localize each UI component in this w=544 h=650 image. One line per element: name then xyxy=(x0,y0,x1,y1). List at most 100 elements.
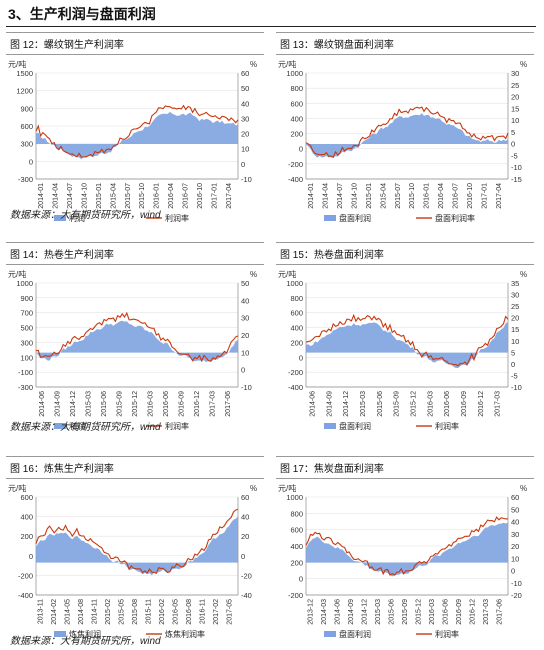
x-tick-label: 2014-05 xyxy=(65,599,72,625)
right-tick-label: 30 xyxy=(511,291,519,300)
legend-label-rate: 利润率 xyxy=(435,421,459,431)
x-tick-label: 2017-06 xyxy=(496,599,503,625)
right-tick-label: 10 xyxy=(511,116,519,125)
profit-rate-line xyxy=(305,313,509,367)
x-tick-label: 2014-08 xyxy=(78,599,85,625)
right-tick-label: 40 xyxy=(241,296,249,305)
x-tick-label: 2016-12 xyxy=(478,391,485,417)
x-tick-label: 2014-04 xyxy=(323,183,330,209)
left-tick-label: 600 xyxy=(20,493,33,502)
profit-area xyxy=(306,113,508,158)
right-tick-label: -40 xyxy=(241,591,252,600)
x-tick-label: 2016-03 xyxy=(148,391,155,417)
left-tick-label: 400 xyxy=(290,542,303,551)
x-tick-label: 2015-07 xyxy=(395,183,402,209)
right-tick-label: -15 xyxy=(511,175,522,184)
left-tick-label: 300 xyxy=(20,140,33,149)
right-tick-label: 60 xyxy=(241,69,249,78)
left-tick-label: -200 xyxy=(288,591,303,600)
left-tick-label: 0 xyxy=(29,552,33,561)
left-tick-label: 0 xyxy=(29,157,33,166)
x-tick-label: 2015-06 xyxy=(389,599,396,625)
left-tick-label: 800 xyxy=(290,294,303,303)
chart-panel-12: 图 12：螺纹钢生产利润率 元/吨% 1500 1200 900 600 300 0 -300… xyxy=(6,32,264,227)
x-tick-label: 2017-05 xyxy=(226,599,233,625)
x-tick-label: 2016-01 xyxy=(154,183,161,209)
left-tick-label: 200 xyxy=(290,338,303,347)
right-axis-unit: % xyxy=(520,484,527,493)
source-note: 数据来源：大有期货研究所，wind xyxy=(10,210,161,221)
x-tick-label: 2016-02 xyxy=(159,599,166,625)
right-tick-label: 40 xyxy=(241,99,249,108)
chart-caption: 图 15：热卷盘面利润率 xyxy=(276,242,534,265)
x-tick-label: 2015-02 xyxy=(105,599,112,625)
right-tick-label: 50 xyxy=(241,84,249,93)
left-tick-label: -200 xyxy=(18,571,33,580)
right-axis-unit: % xyxy=(250,60,257,69)
x-tick-label: 2015-06 xyxy=(377,391,384,417)
x-tick-label: 2015-01 xyxy=(96,183,103,209)
x-tick-label: 2016-11 xyxy=(199,599,206,624)
legend-label-rate: 利润率 xyxy=(165,421,189,431)
left-tick-label: 600 xyxy=(290,309,303,318)
x-tick-label: 2015-07 xyxy=(125,183,132,209)
x-tick-label: 2015-09 xyxy=(402,599,409,625)
x-tick-label: 2013-11 xyxy=(38,599,45,624)
right-tick-label: 40 xyxy=(241,513,249,522)
left-axis-unit: 元/吨 xyxy=(8,269,26,279)
right-tick-label: 20 xyxy=(511,542,519,551)
right-tick-label: 60 xyxy=(511,493,519,502)
right-tick-label: 20 xyxy=(241,331,249,340)
right-tick-label: 5 xyxy=(511,128,515,137)
chart-15-hot-coil-futures-profit: 元/吨 % 1000 800 600 400 200 0 -200 -400 35 30 25 20 15 1… xyxy=(278,269,527,431)
legend-swatch-profit xyxy=(324,631,336,637)
right-axis-unit: % xyxy=(250,270,257,279)
x-tick-label: 2015-08 xyxy=(132,599,139,625)
right-tick-label: -10 xyxy=(511,383,522,392)
x-tick-label: 2014-10 xyxy=(82,183,89,209)
profit-area xyxy=(36,516,238,576)
chart-17-coke-futures-profit: 元/吨 % 1000 800 600 400 200 0 -200 60 50 40 30 20 10 0 -1… xyxy=(278,483,527,639)
right-tick-label: 25 xyxy=(511,81,519,90)
x-tick-label: 2016-03 xyxy=(427,391,434,417)
right-axis-unit: % xyxy=(250,484,257,493)
right-tick-label: 10 xyxy=(511,554,519,563)
x-tick-label: 2017-04 xyxy=(226,183,233,209)
profit-area xyxy=(306,522,508,577)
chart-panel-17: 图 17：焦炭盘面利润率 元/吨% 1000 800 600 400 200 0 -200 60… xyxy=(276,456,534,643)
left-tick-label: -400 xyxy=(288,383,303,392)
x-tick-label: 2015-04 xyxy=(380,183,387,209)
x-tick-label: 2015-01 xyxy=(366,183,373,209)
right-tick-label: -10 xyxy=(241,383,252,392)
left-tick-label: 600 xyxy=(290,526,303,535)
x-tick-label: 2017-06 xyxy=(225,391,232,417)
chart-16-coking-production-profit: 元/吨 %6004002000-200-4006040200-20-402013-… xyxy=(8,483,257,639)
right-axis-unit: % xyxy=(520,270,527,279)
right-tick-label: 50 xyxy=(241,279,249,288)
x-tick-label: 2015-06 xyxy=(101,391,108,417)
profit-rate-line xyxy=(35,104,239,158)
left-tick-label: 100 xyxy=(20,353,33,362)
left-tick-label: -200 xyxy=(288,368,303,377)
left-axis-unit: 元/吨 xyxy=(8,483,26,493)
left-tick-label: -100 xyxy=(18,368,33,377)
left-tick-label: 400 xyxy=(20,513,33,522)
legend-label-profit: 利润 xyxy=(69,421,85,431)
left-tick-label: 900 xyxy=(20,104,33,113)
x-tick-label: 2016-05 xyxy=(172,599,179,625)
x-tick-label: 2016-09 xyxy=(179,391,186,417)
x-tick-label: 2014-01 xyxy=(308,183,315,209)
right-axis-unit: % xyxy=(520,60,527,69)
right-tick-label: 0 xyxy=(241,552,245,561)
x-tick-label: 2017-01 xyxy=(481,183,488,209)
x-tick-label: 2014-09 xyxy=(326,391,333,417)
x-tick-label: 2015-09 xyxy=(394,391,401,417)
left-tick-label: 600 xyxy=(290,99,303,108)
left-tick-label: -200 xyxy=(288,160,303,169)
chart-14-hot-coil-production-profit: 元/吨 %1000900700500300100-100-300504030201… xyxy=(8,269,257,431)
left-tick-label: 0 xyxy=(299,575,303,584)
source-note: 数据来源：大有期货研究所，wind xyxy=(10,636,161,647)
left-tick-label: 1200 xyxy=(16,87,33,96)
right-tick-label: 10 xyxy=(511,337,519,346)
right-tick-label: 15 xyxy=(511,325,519,334)
